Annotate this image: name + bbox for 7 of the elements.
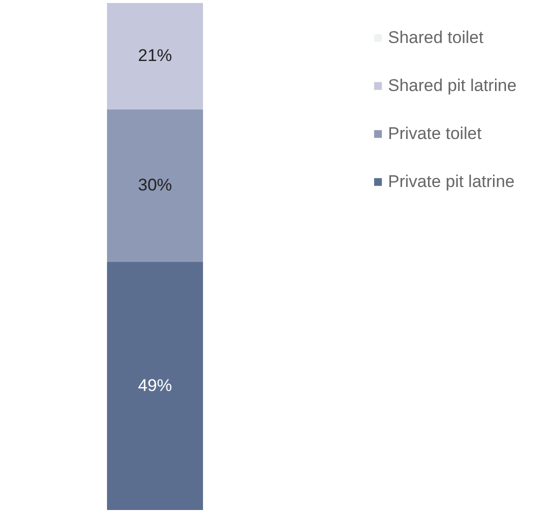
legend-label: Private toilet: [388, 124, 482, 143]
legend-label: Shared toilet: [388, 28, 484, 47]
legend-label: Shared pit latrine: [388, 76, 517, 95]
data-label: 30%: [138, 176, 172, 195]
legend-label: Private pit latrine: [388, 172, 515, 191]
data-label: 21%: [138, 46, 172, 66]
data-label: 49%: [138, 376, 172, 395]
